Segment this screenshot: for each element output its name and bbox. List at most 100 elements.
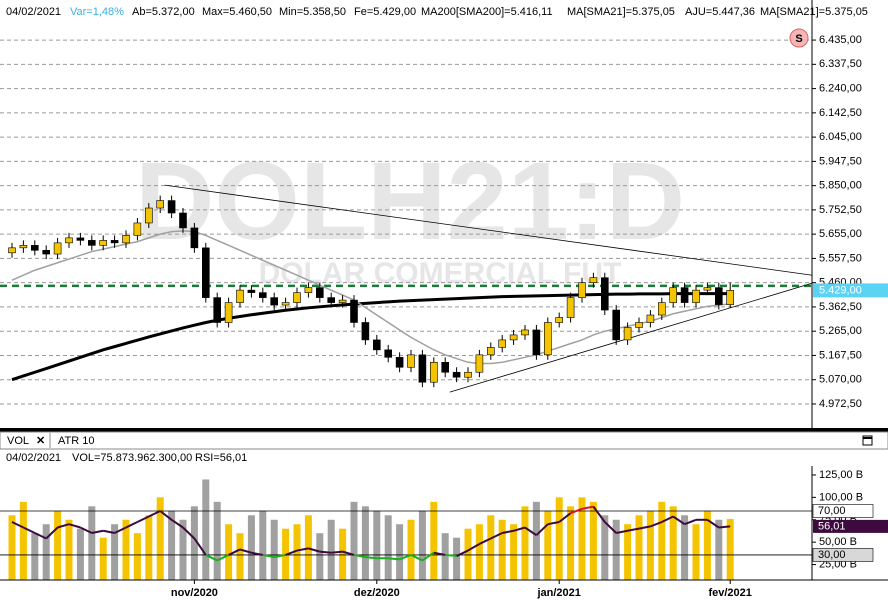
y-tick-label: 5.362,50 — [819, 301, 862, 313]
candle-body — [304, 287, 313, 293]
volume-bar — [464, 528, 472, 580]
volume-bar — [726, 518, 734, 580]
candle-body — [566, 297, 575, 318]
volume-bar — [293, 524, 301, 580]
volume-bar — [475, 524, 483, 580]
volume-bar — [589, 501, 597, 580]
candle-body — [327, 297, 336, 303]
candle-body — [156, 200, 164, 209]
volume-bar — [567, 506, 575, 580]
candle-body — [76, 237, 85, 241]
rsi-segment — [251, 551, 263, 556]
header-date: 04/02/2021 — [6, 6, 61, 18]
rsi-segment — [661, 515, 674, 523]
x-tick-label: jan/2021 — [536, 587, 580, 599]
x-tick-label: fev/2021 — [708, 587, 751, 599]
rsi-segment — [535, 523, 549, 536]
candle-body — [293, 292, 301, 303]
volume-bar — [658, 501, 666, 580]
candle-body — [429, 362, 438, 383]
volume-bar — [270, 519, 278, 580]
volume-bar — [601, 515, 609, 580]
candle-body — [680, 287, 689, 303]
rsi-segment — [91, 529, 104, 534]
volume-bar — [99, 537, 107, 580]
header-ma21b: MA[SMA21]=5.375,05 — [760, 6, 868, 18]
candle-body — [726, 290, 735, 305]
maximize-icon[interactable] — [862, 435, 873, 446]
rsi-segment — [388, 557, 400, 561]
header-close: Fe=5.429,00 — [354, 6, 416, 18]
candle-body — [179, 212, 187, 229]
volume-bar — [42, 524, 50, 580]
tab-close[interactable]: ✕ — [36, 435, 45, 447]
candle-body — [224, 302, 233, 323]
volume-bar — [133, 533, 141, 580]
s-icon[interactable] — [789, 28, 809, 48]
candle-body — [53, 242, 62, 255]
rsi-segment — [262, 553, 275, 559]
rsi-segment — [136, 515, 150, 523]
ma-line — [11, 230, 731, 365]
header-open: Ab=5.372,00 — [132, 6, 195, 18]
header-ma200: MA200[SMA200]=5.416,11 — [421, 6, 553, 18]
rsi-segment — [467, 543, 480, 552]
candle-body — [8, 247, 16, 254]
candle-body — [635, 322, 643, 328]
volume-bar — [498, 519, 506, 580]
rsi-segment — [650, 521, 663, 528]
current-price-label: 5.429,00 — [819, 284, 862, 296]
candle-body — [441, 362, 450, 373]
rsi-segment — [125, 521, 138, 529]
rsi-segment — [478, 537, 492, 545]
volume-bar — [145, 515, 153, 580]
rsi-segment — [331, 550, 343, 554]
ma-line — [11, 292, 731, 382]
y-tick-label: 5.947,50 — [819, 155, 862, 167]
y-tick-label: 5.850,00 — [819, 180, 862, 192]
header-ma21: MA[SMA21]=5.375,05 — [567, 6, 675, 18]
rsi-segment — [513, 526, 526, 532]
volume-bar — [225, 524, 233, 580]
tab-atr[interactable]: ATR 10 — [58, 435, 94, 447]
candle-body — [384, 349, 393, 358]
volume-bar — [111, 524, 119, 580]
tab-vol[interactable]: VOL — [7, 435, 29, 447]
header-max: Max=5.460,50 — [202, 6, 272, 18]
header-aju: AJU=5.447,36 — [685, 6, 755, 18]
volume-bar — [544, 510, 552, 580]
volume-bar — [19, 501, 27, 580]
y-tick-label: 5.557,50 — [819, 252, 862, 264]
candle-body — [578, 282, 586, 298]
rsi-segment — [627, 527, 640, 532]
volume-bar — [156, 497, 164, 580]
volume-bar — [236, 533, 244, 580]
volume-bar — [350, 501, 358, 580]
candle-body — [395, 357, 404, 368]
candle-body — [600, 277, 609, 311]
rsi-segment — [445, 553, 457, 558]
candle-body — [88, 240, 96, 246]
candle-body — [452, 371, 461, 378]
rsi-segment — [11, 521, 24, 529]
volume-bar — [88, 506, 96, 580]
s-icon-text: S — [795, 33, 802, 45]
candle-body — [190, 227, 199, 249]
rsi-segment — [79, 526, 93, 534]
rsi-segment — [421, 551, 435, 562]
rsi-segment — [638, 525, 651, 530]
candle-body — [509, 334, 518, 341]
volume-bar — [441, 533, 449, 580]
candle-body — [19, 245, 28, 249]
rsi-segment — [684, 518, 697, 526]
rsi-segment — [159, 510, 173, 521]
candle-body — [145, 207, 153, 224]
volume-bar — [635, 515, 643, 580]
volume-bar — [430, 501, 438, 580]
rsi-level-box — [812, 504, 874, 518]
volume-bar — [259, 510, 267, 580]
candle-body — [521, 329, 529, 336]
y-tick-label: 6.337,50 — [819, 58, 862, 70]
